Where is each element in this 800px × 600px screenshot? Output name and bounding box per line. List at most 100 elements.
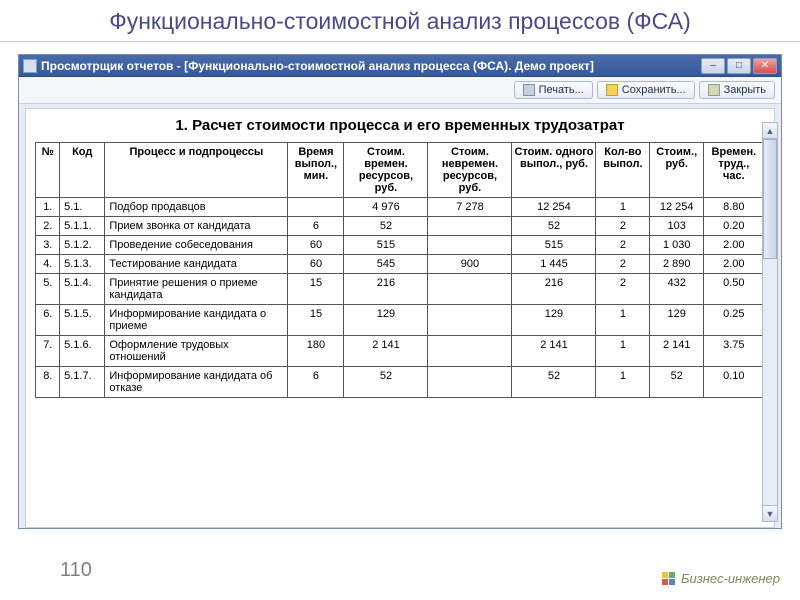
table-row: 7.5.1.6.Оформление трудовых отношений180… bbox=[36, 336, 764, 367]
save-button[interactable]: Сохранить... bbox=[597, 81, 695, 99]
cell-cost: 12 254 bbox=[650, 198, 704, 217]
th-exec-time: Время выпол., мин. bbox=[288, 143, 344, 198]
cell-count: 1 bbox=[596, 305, 650, 336]
app-icon bbox=[23, 59, 37, 73]
cell-no: 1. bbox=[36, 198, 60, 217]
cell-hours: 2.00 bbox=[704, 255, 764, 274]
brand-icon bbox=[662, 572, 675, 585]
cell-process: Прием звонка от кандидата bbox=[105, 217, 288, 236]
cell-exec_time: 180 bbox=[288, 336, 344, 367]
th-no: № bbox=[36, 143, 60, 198]
table-title: 1. Расчет стоимости процесса и его време… bbox=[28, 117, 772, 134]
window-title: Просмотрщик отчетов - [Функционально-сто… bbox=[41, 59, 701, 73]
print-button[interactable]: Печать... bbox=[514, 81, 593, 99]
cell-exec_time: 6 bbox=[288, 217, 344, 236]
table-row: 3.5.1.2.Проведение собеседования60515515… bbox=[36, 236, 764, 255]
titlebar[interactable]: Просмотрщик отчетов - [Функционально-сто… bbox=[19, 55, 781, 77]
cell-exec_time: 15 bbox=[288, 305, 344, 336]
scroll-thumb[interactable] bbox=[763, 139, 777, 259]
scroll-up-button[interactable]: ▲ bbox=[763, 123, 777, 139]
cell-hours: 2.00 bbox=[704, 236, 764, 255]
close-label: Закрыть bbox=[724, 84, 766, 96]
save-icon bbox=[606, 84, 618, 96]
cell-exec_time: 60 bbox=[288, 255, 344, 274]
cell-exec_time bbox=[288, 198, 344, 217]
save-label: Сохранить... bbox=[622, 84, 686, 96]
th-process: Процесс и подпроцессы bbox=[105, 143, 288, 198]
cell-process: Принятие решения о приеме кандидата bbox=[105, 274, 288, 305]
cell-time_res: 129 bbox=[344, 305, 428, 336]
cell-code: 5.1.6. bbox=[60, 336, 105, 367]
cell-cost: 103 bbox=[650, 217, 704, 236]
close-button[interactable]: Закрыть bbox=[699, 81, 775, 99]
cell-no: 5. bbox=[36, 274, 60, 305]
vertical-scrollbar[interactable]: ▲ ▼ bbox=[762, 122, 778, 522]
cell-code: 5.1.4. bbox=[60, 274, 105, 305]
cell-process: Тестирование кандидата bbox=[105, 255, 288, 274]
th-one-exec: Стоим. одного выпол., руб. bbox=[512, 143, 596, 198]
cell-count: 2 bbox=[596, 217, 650, 236]
cell-one_exec: 52 bbox=[512, 367, 596, 398]
print-icon bbox=[523, 84, 535, 96]
cell-process: Подбор продавцов bbox=[105, 198, 288, 217]
report-viewer-window: Просмотрщик отчетов - [Функционально-сто… bbox=[18, 54, 782, 529]
cell-exec_time: 6 bbox=[288, 367, 344, 398]
cell-count: 2 bbox=[596, 274, 650, 305]
maximize-button[interactable]: □ bbox=[727, 58, 751, 74]
cell-one_exec: 216 bbox=[512, 274, 596, 305]
cell-code: 5.1.2. bbox=[60, 236, 105, 255]
table-row: 4.5.1.3.Тестирование кандидата605459001 … bbox=[36, 255, 764, 274]
cell-nontime_res: 900 bbox=[428, 255, 512, 274]
cell-code: 5.1. bbox=[60, 198, 105, 217]
th-count: Кол-во выпол. bbox=[596, 143, 650, 198]
cell-time_res: 545 bbox=[344, 255, 428, 274]
brand-label: Бизнес-инженер bbox=[681, 571, 780, 586]
cell-nontime_res bbox=[428, 274, 512, 305]
th-nontime-res: Стоим. невремен. ресурсов, руб. bbox=[428, 143, 512, 198]
cell-nontime_res bbox=[428, 305, 512, 336]
scroll-down-button[interactable]: ▼ bbox=[763, 505, 777, 521]
cell-exec_time: 15 bbox=[288, 274, 344, 305]
cell-one_exec: 2 141 bbox=[512, 336, 596, 367]
cell-count: 1 bbox=[596, 367, 650, 398]
cell-code: 5.1.1. bbox=[60, 217, 105, 236]
cell-nontime_res bbox=[428, 336, 512, 367]
cell-time_res: 515 bbox=[344, 236, 428, 255]
table-row: 6.5.1.5.Информирование кандидата о прием… bbox=[36, 305, 764, 336]
cell-time_res: 52 bbox=[344, 217, 428, 236]
cell-one_exec: 129 bbox=[512, 305, 596, 336]
cell-nontime_res bbox=[428, 236, 512, 255]
th-code: Код bbox=[60, 143, 105, 198]
cell-no: 4. bbox=[36, 255, 60, 274]
cell-time_res: 4 976 bbox=[344, 198, 428, 217]
minimize-button[interactable]: – bbox=[701, 58, 725, 74]
cell-process: Информирование кандидата о приеме bbox=[105, 305, 288, 336]
table-row: 1.5.1.Подбор продавцов4 9767 27812 25411… bbox=[36, 198, 764, 217]
cell-cost: 432 bbox=[650, 274, 704, 305]
cell-cost: 1 030 bbox=[650, 236, 704, 255]
cell-one_exec: 52 bbox=[512, 217, 596, 236]
cell-one_exec: 1 445 bbox=[512, 255, 596, 274]
th-hours: Времен. труд., час. bbox=[704, 143, 764, 198]
th-time-res: Стоим. времен. ресурсов, руб. bbox=[344, 143, 428, 198]
cell-cost: 2 141 bbox=[650, 336, 704, 367]
cell-process: Оформление трудовых отношений bbox=[105, 336, 288, 367]
cost-table: № Код Процесс и подпроцессы Время выпол.… bbox=[35, 142, 764, 398]
window-close-button[interactable]: ✕ bbox=[753, 58, 777, 74]
cell-nontime_res: 7 278 bbox=[428, 198, 512, 217]
cell-no: 6. bbox=[36, 305, 60, 336]
cell-cost: 129 bbox=[650, 305, 704, 336]
cell-hours: 8.80 bbox=[704, 198, 764, 217]
slide-title: Функционально-стоимостной анализ процесс… bbox=[0, 0, 800, 42]
cell-no: 8. bbox=[36, 367, 60, 398]
cell-time_res: 2 141 bbox=[344, 336, 428, 367]
cell-code: 5.1.3. bbox=[60, 255, 105, 274]
cell-count: 1 bbox=[596, 336, 650, 367]
cell-process: Проведение собеседования bbox=[105, 236, 288, 255]
toolbar: Печать... Сохранить... Закрыть bbox=[19, 77, 781, 104]
cell-process: Информирование кандидата об отказе bbox=[105, 367, 288, 398]
cell-one_exec: 515 bbox=[512, 236, 596, 255]
table-row: 8.5.1.7.Информирование кандидата об отка… bbox=[36, 367, 764, 398]
cell-hours: 3.75 bbox=[704, 336, 764, 367]
cell-count: 1 bbox=[596, 198, 650, 217]
